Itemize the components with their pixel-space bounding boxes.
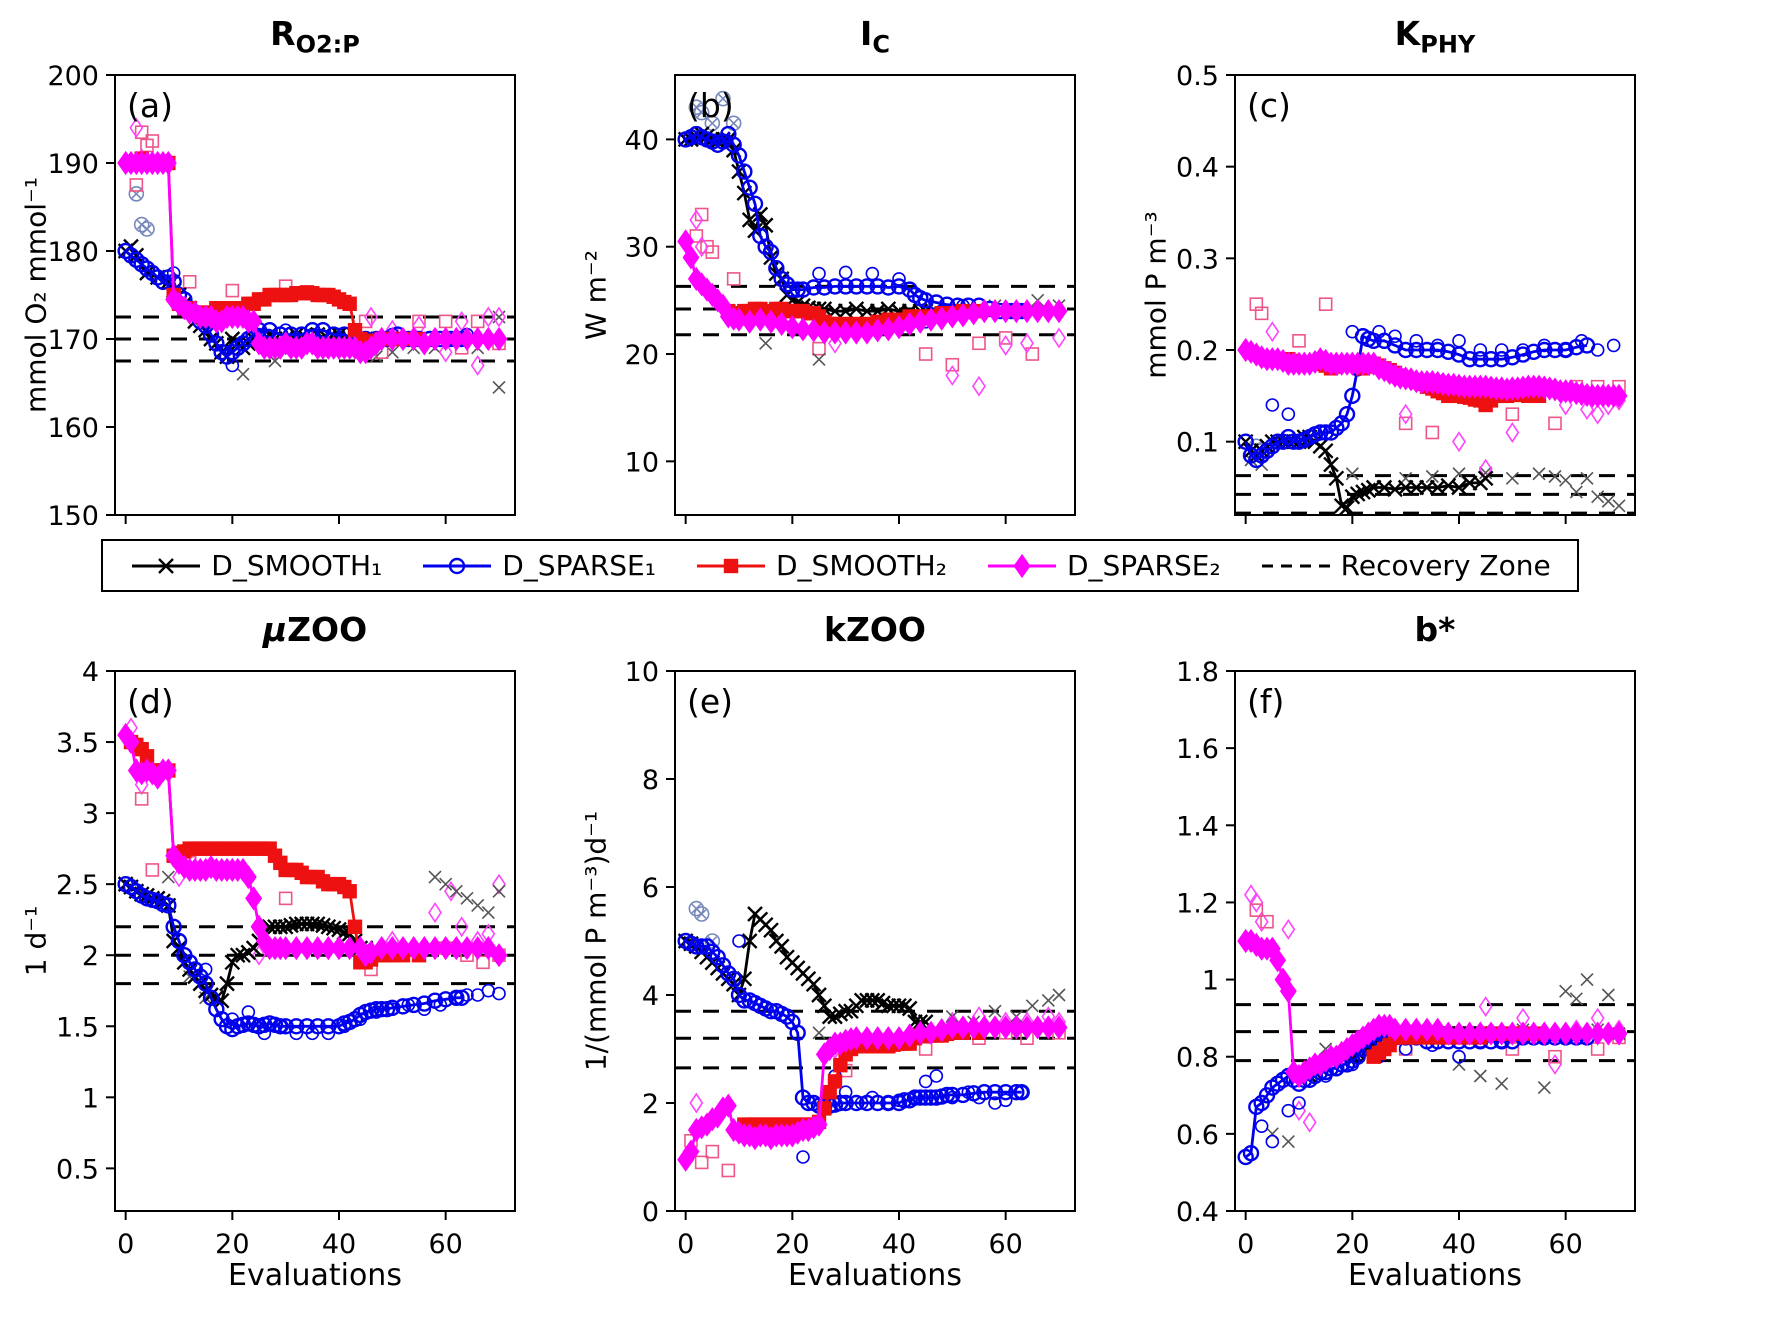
- panel-c-title: KPHY: [1394, 14, 1476, 59]
- svg-text:0: 0: [117, 1229, 134, 1260]
- svg-text:4: 4: [82, 657, 99, 688]
- svg-text:0.8: 0.8: [1176, 1043, 1219, 1074]
- svg-text:0.6: 0.6: [1176, 1120, 1219, 1151]
- panel-d-title: μZOO: [262, 610, 368, 649]
- svg-text:2: 2: [642, 1089, 659, 1120]
- legend-item-d-sparse-1: D_SPARSE₁: [420, 549, 656, 582]
- x-marker-line-icon: [132, 557, 201, 574]
- svg-text:1.6: 1.6: [1176, 734, 1219, 765]
- legend-item-d-smooth-1: D_SMOOTH₁: [129, 549, 382, 582]
- svg-text:20: 20: [775, 1229, 809, 1260]
- panel-d-ylabel: 1 d⁻¹: [19, 905, 53, 977]
- svg-text:60: 60: [1548, 1229, 1582, 1260]
- svg-text:0.5: 0.5: [1176, 61, 1219, 92]
- svg-text:0.1: 0.1: [1176, 428, 1219, 459]
- svg-text:0: 0: [677, 1229, 694, 1260]
- panel-d: 0.5 1 1.5 2 2.5 3 3.5 4 0 20 40 60 μZOO 1 d⁻¹ (d) E…: [0, 606, 560, 1311]
- svg-text:1.5: 1.5: [56, 1012, 99, 1043]
- panel-c-plot: 0.1 0.2 0.3 0.4 0.5: [1176, 61, 1636, 524]
- panel-b-title: IC: [860, 14, 890, 59]
- panel-b-ylabel: W m⁻²: [579, 250, 613, 340]
- panel-b-letter: (b): [687, 86, 734, 125]
- svg-text:200: 200: [47, 61, 99, 92]
- panel-e-letter: (e): [687, 682, 734, 721]
- svg-text:10: 10: [625, 657, 659, 688]
- svg-text:40: 40: [322, 1229, 356, 1260]
- svg-text:180: 180: [47, 237, 99, 268]
- panel-e-title: kZOO: [824, 610, 926, 649]
- svg-text:1: 1: [1202, 966, 1219, 997]
- legend: D_SMOOTH₁ D_SPARSE₁ D_SMOOTH₂ D_SPARSE₂ …: [101, 539, 1579, 592]
- svg-text:0: 0: [1237, 1229, 1254, 1260]
- panel-a-ylabel: mmol O₂ mmol⁻¹: [19, 177, 53, 413]
- panel-c-ylabel: mmol P m⁻³: [1139, 211, 1173, 379]
- svg-text:1.2: 1.2: [1176, 888, 1219, 919]
- top-row: 150 160 170 180 190 200 RO2:P mmol O₂ mmol⁻¹ …: [0, 10, 1680, 525]
- svg-text:0.4: 0.4: [1176, 1197, 1219, 1228]
- panel-e-plot: 0 2 4 6 8 10 0 20 40 60: [625, 657, 1076, 1260]
- svg-text:0.5: 0.5: [56, 1154, 99, 1185]
- svg-text:1.8: 1.8: [1176, 657, 1219, 688]
- svg-text:150: 150: [47, 501, 99, 525]
- svg-text:0.4: 0.4: [1176, 153, 1219, 184]
- svg-text:2.5: 2.5: [56, 870, 99, 901]
- legend-item-recovery-zone: Recovery Zone: [1259, 549, 1551, 582]
- diamond-marker-line-icon: [987, 553, 1056, 578]
- panel-e-xlabel: Evaluations: [788, 1258, 962, 1293]
- panel-a-plot: 150 160 170 180 190 200: [47, 61, 516, 525]
- svg-text:20: 20: [625, 340, 659, 371]
- panel-d-letter: (d): [127, 682, 174, 721]
- svg-text:20: 20: [1335, 1229, 1369, 1260]
- panel-a: 150 160 170 180 190 200 RO2:P mmol O₂ mmol⁻¹ …: [0, 10, 560, 525]
- svg-text:10: 10: [625, 447, 659, 478]
- svg-text:60: 60: [428, 1229, 462, 1260]
- svg-text:0.2: 0.2: [1176, 336, 1219, 367]
- panel-a-title: RO2:P: [270, 14, 360, 59]
- svg-text:3: 3: [82, 799, 99, 830]
- panel-f-letter: (f): [1247, 682, 1285, 721]
- legend-item-d-sparse-2: D_SPARSE₂: [985, 549, 1221, 582]
- figure: 150 160 170 180 190 200 RO2:P mmol O₂ mmol⁻¹ …: [0, 10, 1680, 1311]
- panel-c: 0.1 0.2 0.3 0.4 0.5 KPHY mmol P m⁻³ (c): [1120, 10, 1680, 525]
- svg-text:1: 1: [82, 1083, 99, 1114]
- svg-text:3.5: 3.5: [56, 728, 99, 759]
- svg-text:20: 20: [215, 1229, 249, 1260]
- svg-text:40: 40: [1442, 1229, 1476, 1260]
- svg-text:8: 8: [642, 765, 659, 796]
- panel-e-ylabel: 1/(mmol P m⁻³)d⁻¹: [579, 810, 613, 1072]
- svg-text:2: 2: [82, 941, 99, 972]
- svg-text:40: 40: [625, 125, 659, 156]
- panel-c-letter: (c): [1247, 86, 1291, 125]
- panel-f-plot: 0.4 0.6 0.8 1 1.2 1.4 1.6 1.8 0 20 40 60: [1176, 657, 1636, 1260]
- square-marker-line-icon: [696, 558, 765, 573]
- svg-text:160: 160: [47, 413, 99, 444]
- panel-b-plot: 10 20 30 40: [625, 74, 1076, 524]
- circle-marker-line-icon: [423, 557, 492, 574]
- svg-text:190: 190: [47, 149, 99, 180]
- panel-d-xlabel: Evaluations: [228, 1258, 402, 1293]
- svg-text:170: 170: [47, 325, 99, 356]
- svg-text:40: 40: [882, 1229, 916, 1260]
- panel-d-plot: 0.511.522.533.540 20 40 60: [56, 657, 516, 1260]
- legend-item-d-smooth-2: D_SMOOTH₂: [694, 549, 947, 582]
- svg-text:0: 0: [642, 1197, 659, 1228]
- svg-text:4: 4: [642, 981, 659, 1012]
- panel-f: 0.4 0.6 0.8 1 1.2 1.4 1.6 1.8 0 20 40 60 b* (f) Eva…: [1120, 606, 1680, 1311]
- panel-f-title: b*: [1414, 610, 1456, 649]
- bottom-row: 0.5 1 1.5 2 2.5 3 3.5 4 0 20 40 60 μZOO 1 d⁻¹ (d) E…: [0, 606, 1680, 1311]
- svg-text:6: 6: [642, 873, 659, 904]
- svg-text:60: 60: [988, 1229, 1022, 1260]
- svg-text:30: 30: [625, 233, 659, 264]
- panel-a-letter: (a): [127, 86, 173, 125]
- svg-text:0.3: 0.3: [1176, 244, 1219, 275]
- panel-b: 10 20 30 40 IC W m⁻² (b): [560, 10, 1120, 525]
- dashed-line-icon: [1261, 564, 1330, 567]
- panel-e: 0 2 4 6 8 10 0 20 40 60 kZOO 1/(mmol P m⁻³)d⁻¹ (e…: [560, 606, 1120, 1311]
- svg-text:1.4: 1.4: [1176, 811, 1219, 842]
- panel-f-xlabel: Evaluations: [1348, 1258, 1522, 1293]
